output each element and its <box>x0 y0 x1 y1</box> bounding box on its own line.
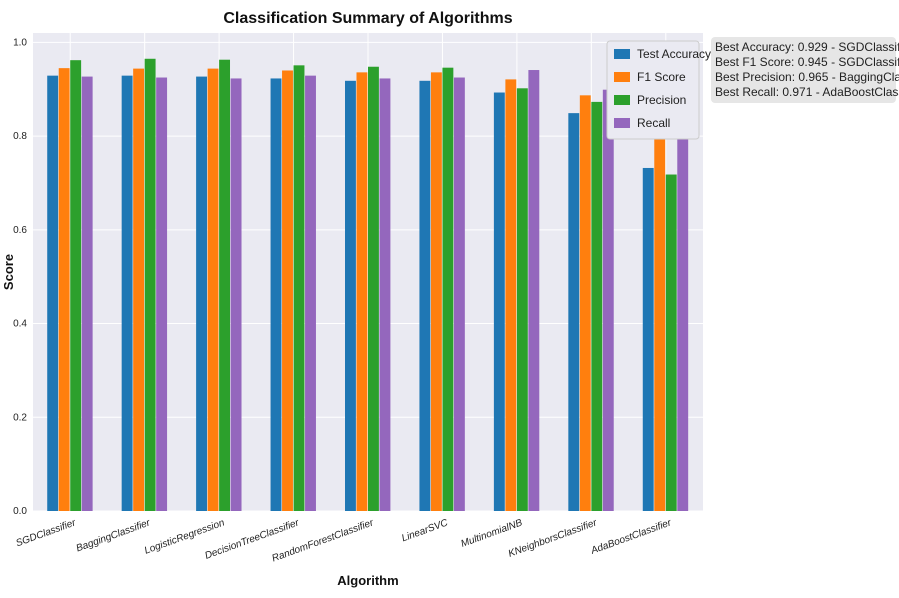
legend-swatch <box>614 49 630 59</box>
bar-recall <box>677 55 689 512</box>
chart-title: Classification Summary of Algorithms <box>223 10 512 27</box>
legend-swatch <box>614 95 630 105</box>
bar-test-accuracy <box>419 80 431 512</box>
bar-recall <box>528 70 540 511</box>
bar-precision <box>368 66 379 511</box>
bar-precision <box>70 60 82 512</box>
bar-test-accuracy <box>47 75 59 512</box>
y-tick-label: 0.8 <box>13 131 27 142</box>
bar-f1-score <box>505 79 517 512</box>
bar-recall <box>453 77 465 512</box>
bar-test-accuracy <box>121 75 133 512</box>
annotation-best-precision: Best Precision: 0.965 - BaggingClassifie… <box>715 70 899 84</box>
legend-swatch <box>614 118 630 128</box>
y-tick-label: 0.6 <box>13 225 27 236</box>
annotation-best-recall: Best Recall: 0.971 - AdaBoostClassifier <box>715 85 899 99</box>
legend-label: Precision <box>637 93 686 107</box>
x-tick-label: MultinomialNB <box>460 517 525 549</box>
x-tick-label: LinearSVC <box>400 517 450 544</box>
bar-recall <box>379 78 391 512</box>
legend-label: Recall <box>637 116 670 130</box>
bar-precision <box>516 88 528 512</box>
x-tick-label: BaggingClassifier <box>75 517 153 554</box>
y-tick-label: 0.0 <box>13 506 27 517</box>
bar-test-accuracy <box>568 113 580 512</box>
bar-precision <box>219 59 231 512</box>
bar-precision <box>144 58 156 512</box>
bar-test-accuracy <box>493 92 505 511</box>
bar-precision <box>442 67 454 511</box>
y-tick-label: 0.2 <box>13 412 27 423</box>
bar-test-accuracy <box>270 78 282 512</box>
legend-swatch <box>614 72 630 82</box>
bar-f1-score <box>282 70 293 511</box>
bar-precision <box>293 65 305 511</box>
bar-f1-score <box>356 72 368 511</box>
legend-label: Test Accuracy <box>637 47 711 61</box>
x-tick-label: AdaBoostClassifier <box>589 517 674 557</box>
bar-recall <box>305 75 316 512</box>
bar-f1-score <box>654 119 666 511</box>
x-tick-label: SGDClassifier <box>14 517 77 549</box>
annotation-best-accuracy: Best Accuracy: 0.929 - SGDClassifier <box>715 40 899 54</box>
bar-precision <box>591 101 603 511</box>
bar-recall <box>602 89 614 511</box>
bar-precision <box>665 174 677 511</box>
y-tick-label: 0.4 <box>13 319 27 330</box>
bar-recall <box>230 78 242 512</box>
bar-f1-score <box>579 95 591 511</box>
annotation-best-f1: Best F1 Score: 0.945 - SGDClassifier <box>715 55 899 69</box>
bar-f1-score <box>207 68 219 511</box>
legend-box <box>606 40 700 140</box>
bar-test-accuracy <box>196 76 208 512</box>
legend-label: F1 Score <box>637 70 686 84</box>
y-tick-label: 1.0 <box>13 37 27 48</box>
bar-recall <box>81 76 93 512</box>
bar-f1-score <box>430 72 442 511</box>
bar-test-accuracy <box>345 80 356 512</box>
y-axis-title: Score <box>1 254 16 290</box>
bar-f1-score <box>133 68 145 511</box>
bar-test-accuracy <box>642 167 654 511</box>
bar-recall <box>156 77 168 512</box>
summary-annotation-box: Best Accuracy: 0.929 - SGDClassifier Bes… <box>711 37 899 103</box>
bar-f1-score <box>58 68 70 511</box>
x-axis-title: Algorithm <box>337 573 398 588</box>
